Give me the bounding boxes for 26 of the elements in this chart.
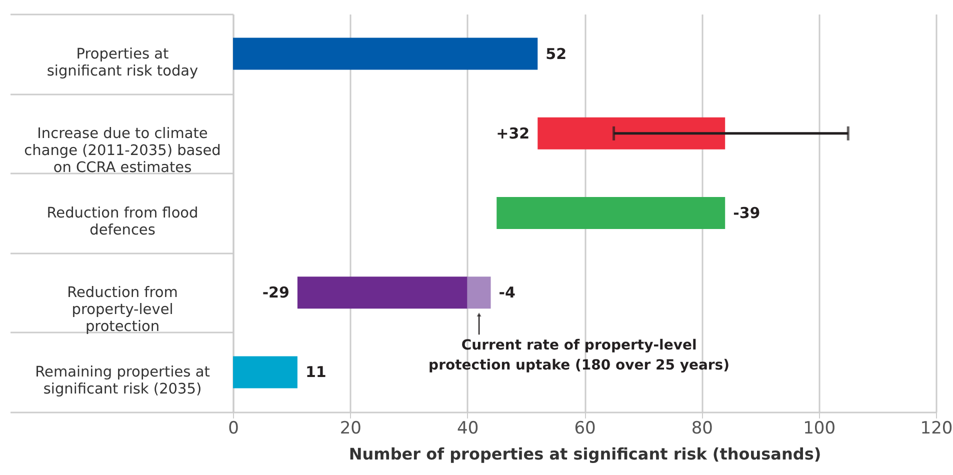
data-label: 52 <box>546 44 567 63</box>
y-tick-label: Increase due to climate change (2011-2035) based on CCRA estimates <box>24 126 221 176</box>
x-tick-label: 80 <box>691 418 713 438</box>
x-axis-title: Number of properties at significant risk (thousands) <box>348 444 822 464</box>
x-tick-label: 100 <box>803 418 836 438</box>
x-tick-label: 60 <box>574 418 596 438</box>
data-label: -29 <box>262 284 290 302</box>
data-label: +32 <box>496 124 530 142</box>
y-tick-label: Reduction from flood defences <box>46 206 198 238</box>
data-label: -4 <box>498 284 516 302</box>
bar <box>233 356 298 388</box>
annotation: Current rate of property-level protection uptake (180 over 25 years) <box>428 338 730 374</box>
bar <box>297 276 468 309</box>
bar <box>233 38 538 70</box>
bar <box>467 276 491 309</box>
y-tick-label: Remaining properties at significant risk (2035) <box>35 364 210 398</box>
bar <box>538 117 726 150</box>
x-tick-label: 120 <box>920 418 953 438</box>
data-label: -39 <box>733 204 760 222</box>
x-tick-label: 20 <box>340 418 362 438</box>
bar <box>496 197 726 229</box>
y-tick-label: Reduction from property-level protection <box>67 285 178 336</box>
x-tick-label: 40 <box>457 418 479 438</box>
data-label: 11 <box>305 363 326 382</box>
y-tick-label: Properties at significant risk today <box>46 46 199 80</box>
x-tick-label: 0 <box>228 418 239 438</box>
